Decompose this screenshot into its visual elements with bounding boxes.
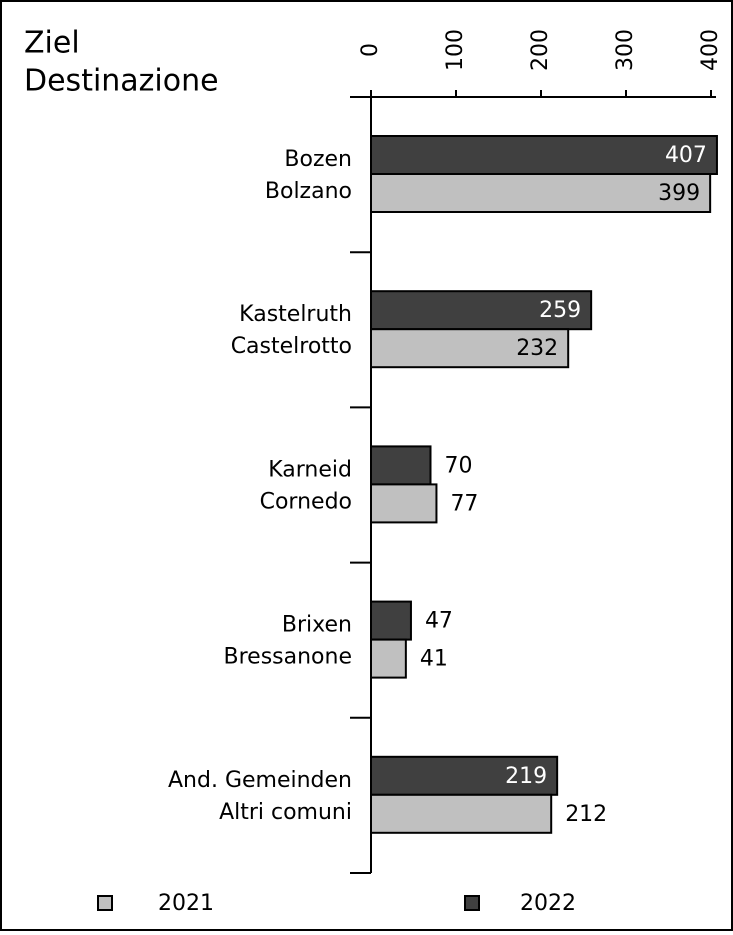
legend-label: 2022 (520, 891, 576, 916)
value-label: 232 (516, 336, 558, 361)
y-tick-label: Castelrotto (231, 334, 352, 359)
chart-title: Ziel (24, 26, 80, 61)
x-tick-label: 200 (528, 29, 553, 71)
chart-title: Destinazione (24, 64, 219, 99)
x-tick-label: 300 (613, 29, 638, 71)
y-tick-label: Cornedo (260, 489, 352, 514)
bar (370, 638, 407, 679)
value-label: 219 (505, 764, 547, 789)
value-label: 212 (565, 802, 607, 827)
y-tick-label: Kastelruth (239, 302, 352, 327)
y-tick-label: And. Gemeinden (168, 768, 352, 793)
value-label: 407 (665, 143, 707, 168)
value-label: 70 (445, 453, 473, 478)
y-tick-label: Karneid (268, 457, 352, 482)
y-tick-label: Bolzano (265, 179, 352, 204)
y-tick-label: Brixen (282, 613, 352, 638)
value-label: 259 (539, 298, 581, 323)
y-tick-label: Bressanone (224, 645, 352, 670)
legend-swatch (464, 895, 480, 911)
value-label: 77 (450, 491, 478, 516)
legend-swatch (97, 895, 113, 911)
bar (370, 600, 412, 641)
value-label: 47 (425, 609, 453, 634)
bar (370, 328, 570, 369)
bar (370, 483, 438, 524)
value-label: 399 (658, 181, 700, 206)
value-label: 41 (420, 647, 448, 672)
bar (370, 445, 432, 486)
y-tick-label: Altri comuni (219, 800, 352, 825)
bar (370, 173, 712, 213)
legend-label: 2021 (158, 891, 214, 916)
bar (370, 793, 553, 834)
y-tick-label: Bozen (284, 147, 352, 172)
x-tick-label: 0 (358, 43, 383, 57)
x-tick-label: 400 (698, 29, 723, 71)
x-tick-label: 100 (443, 29, 468, 71)
